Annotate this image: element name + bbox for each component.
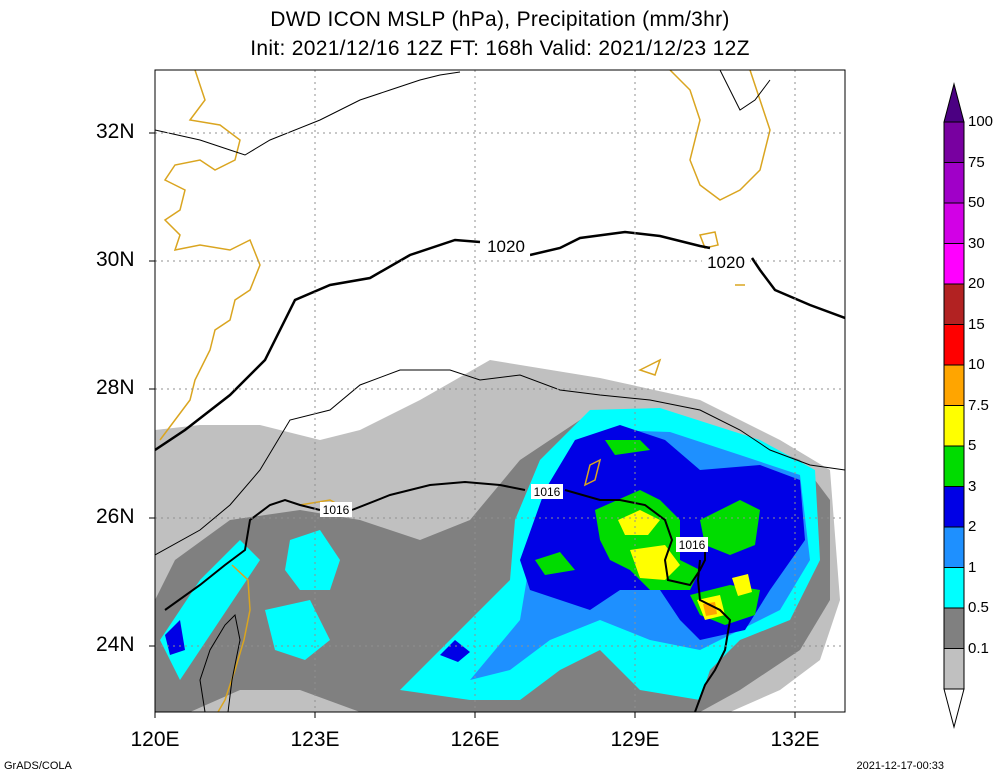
axis-ticks bbox=[149, 132, 796, 718]
isobar-thin bbox=[199, 613, 241, 712]
precip-7.5-area bbox=[732, 574, 752, 596]
lat-tick-26n: 26N bbox=[96, 505, 135, 528]
colorbar-swatch bbox=[943, 567, 965, 609]
colorbar-swatch bbox=[943, 607, 965, 649]
footer-credit: GrADS/COLA bbox=[4, 760, 72, 772]
colorbar-swatch bbox=[943, 648, 965, 690]
colorbar-swatch bbox=[943, 526, 965, 568]
isobar-label-1016-a: 1016 bbox=[323, 503, 350, 517]
isobars bbox=[155, 70, 845, 712]
colorbar-label: 2 bbox=[968, 518, 977, 535]
colorbar-label: 20 bbox=[968, 275, 985, 292]
coastline-taiwan bbox=[217, 564, 251, 712]
colorbar-label: 7.5 bbox=[968, 396, 989, 414]
precipitation-field bbox=[155, 360, 840, 712]
colorbar-swatch bbox=[943, 121, 965, 163]
precip-5-area bbox=[605, 440, 650, 455]
precip-10-area bbox=[703, 602, 717, 616]
precip-1-area bbox=[265, 600, 330, 660]
colorbar-label: 10 bbox=[968, 356, 985, 373]
colorbar-swatch bbox=[943, 283, 965, 325]
precip-7.5-area bbox=[618, 510, 660, 535]
lat-tick-32n: 32N bbox=[96, 120, 135, 143]
colorbar-swatch bbox=[943, 243, 965, 285]
coastlines bbox=[159, 70, 771, 712]
colorbar-swatch bbox=[943, 324, 965, 366]
colorbar-label: 1 bbox=[968, 558, 977, 576]
colorbar-cap-bottom bbox=[943, 688, 965, 729]
colorbar-swatch bbox=[943, 445, 965, 487]
colorbar-swatch bbox=[943, 202, 965, 244]
lat-tick-28n: 28N bbox=[96, 376, 135, 399]
colorbar-swatch bbox=[943, 364, 965, 406]
colorbar-label: 100 bbox=[968, 113, 994, 130]
colorbar-swatch bbox=[943, 162, 965, 204]
colorbar-label: 0.5 bbox=[968, 599, 989, 616]
precip-1-area bbox=[160, 540, 260, 680]
lat-tick-30n: 30N bbox=[96, 248, 135, 271]
isobar-labels: 1020 1020 1016 1016 1016 bbox=[320, 234, 750, 552]
isobar-1020 bbox=[155, 230, 845, 452]
isobar-thin bbox=[719, 70, 771, 111]
colorbar-label: 5 bbox=[968, 437, 977, 454]
lon-tick-132e: 132E bbox=[770, 728, 820, 751]
colorbar-label: 3 bbox=[968, 477, 977, 495]
map-frame bbox=[154, 69, 846, 713]
lon-tick-126e: 126E bbox=[450, 728, 500, 751]
coastline-kyushu bbox=[669, 70, 771, 201]
colorbar-label: 30 bbox=[968, 234, 985, 252]
colorbar-swatch bbox=[943, 486, 965, 528]
graticule bbox=[155, 70, 845, 712]
lon-tick-129e: 129E bbox=[610, 728, 660, 751]
colorbar-label: 75 bbox=[968, 153, 985, 171]
isobar-thin bbox=[155, 71, 461, 156]
isobar-label-1016-c: 1016 bbox=[679, 538, 706, 552]
lat-tick-24n: 24N bbox=[96, 633, 135, 656]
precip-5-area bbox=[535, 552, 575, 575]
isobar-1016 bbox=[164, 480, 732, 712]
colorbar-cap-top bbox=[943, 82, 965, 123]
lon-tick-120e: 120E bbox=[130, 728, 180, 751]
coastline-ryukyu bbox=[583, 231, 745, 487]
precip-1-area bbox=[285, 530, 340, 590]
isobar-label-1020-a: 1020 bbox=[487, 237, 525, 256]
footer-timestamp: 2021-12-17-00:33 bbox=[856, 760, 944, 772]
isobar-label-1020-b: 1020 bbox=[707, 253, 745, 272]
chart-title: DWD ICON MSLP (hPa), Precipitation (mm/3… bbox=[270, 8, 730, 31]
isobar-thin bbox=[155, 369, 845, 556]
precip-5-area bbox=[700, 500, 760, 555]
chart-subtitle: Init: 2021/12/16 12Z FT: 168h Valid: 202… bbox=[250, 37, 750, 60]
isobar-label-1016-b: 1016 bbox=[534, 485, 561, 499]
precip-3-area bbox=[440, 640, 470, 662]
colorbar-label: 15 bbox=[968, 315, 985, 333]
colorbar bbox=[943, 82, 965, 729]
colorbar-label: 50 bbox=[968, 194, 985, 211]
coastline-china bbox=[159, 70, 261, 441]
lon-tick-123e: 123E bbox=[290, 728, 340, 751]
colorbar-swatch bbox=[943, 405, 965, 447]
colorbar-label: 0.1 bbox=[968, 639, 989, 657]
